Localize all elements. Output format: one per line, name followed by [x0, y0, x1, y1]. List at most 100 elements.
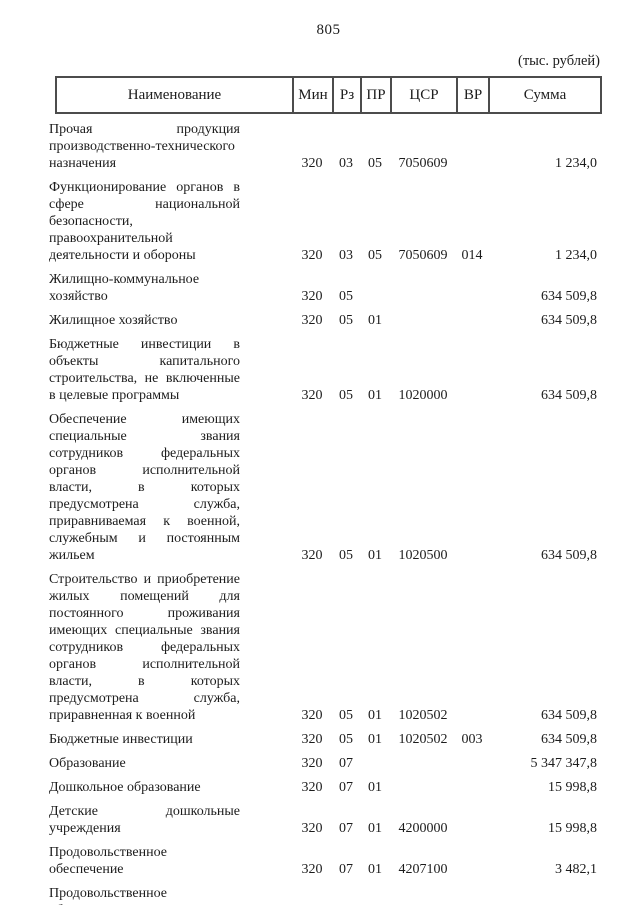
table-row: Образование 320 07 5 347 347,8: [49, 748, 602, 772]
cell-name: Дошкольное образование: [49, 780, 201, 795]
cell-rz: 07: [339, 821, 353, 836]
cell-sum: 634 509,8: [541, 289, 597, 304]
cell-csr: 4200000: [398, 821, 448, 836]
cell-rz: 05: [339, 388, 353, 403]
cell-min: 320: [301, 289, 323, 304]
cell-pr: 01: [368, 732, 382, 747]
cell-sum: 3 482,1: [555, 862, 597, 877]
cell-vr: 003: [461, 732, 483, 747]
cell-vr: [456, 564, 488, 724]
budget-table: Прочая продукция производственно-техниче…: [49, 114, 602, 905]
cell-name: Бюджетные инвестиции в объекты капитальн…: [49, 337, 240, 403]
header-cell-name: Наименование: [57, 78, 294, 112]
cell-pr: 01: [368, 313, 382, 328]
cell-csr: [390, 748, 456, 772]
table-row: Обеспечение имеющих специальные звания с…: [49, 404, 602, 564]
table-row: Жилищное хозяйство 320 05 01 634 509,8: [49, 305, 602, 329]
cell-pr: [360, 748, 390, 772]
header-cell-vr: ВР: [458, 78, 490, 112]
cell-rz: 05: [339, 313, 353, 328]
cell-min: 320: [301, 388, 323, 403]
cell-name: Продовольственное обеспечение в рамках г…: [49, 886, 240, 905]
cell-vr: [456, 796, 488, 837]
cell-csr: 1020502: [398, 708, 448, 723]
cell-sum: 634 509,8: [541, 313, 597, 328]
cell-sum: 634 509,8: [541, 732, 597, 747]
cell-sum: 634 509,8: [541, 388, 597, 403]
cell-min: 320: [301, 732, 323, 747]
table-row: Жилищно-коммунальное хозяйство 320 05 63…: [49, 264, 602, 305]
cell-min: 320: [301, 548, 323, 563]
cell-pr: 05: [368, 156, 382, 171]
cell-name: Обеспечение имеющих специальные звания с…: [49, 412, 240, 563]
header-cell-csr: ЦСР: [392, 78, 458, 112]
cell-csr: 7050609: [398, 248, 448, 263]
cell-pr: 01: [360, 878, 390, 905]
cell-name: Образование: [49, 756, 126, 771]
cell-vr: [456, 748, 488, 772]
cell-name: Функционирование органов в сфере национа…: [49, 180, 240, 263]
header-cell-rz: Рз: [334, 78, 362, 112]
header-cell-min: Мин: [294, 78, 334, 112]
cell-vr: [456, 329, 488, 404]
cell-pr: 01: [368, 548, 382, 563]
table-body: Прочая продукция производственно-техниче…: [49, 114, 602, 905]
cell-rz: 05: [339, 708, 353, 723]
cell-csr: 4207100: [398, 862, 448, 877]
header-cell-pr: ПР: [362, 78, 392, 112]
table-row: Продовольственное обеспечение 320 07 01 …: [49, 837, 602, 878]
cell-min: 320: [301, 708, 323, 723]
cell-vr: [456, 404, 488, 564]
cell-rz: 03: [339, 156, 353, 171]
cell-rz: 05: [339, 289, 353, 304]
cell-pr: 01: [368, 780, 382, 795]
cell-vr: [456, 878, 488, 905]
cell-rz: 05: [339, 732, 353, 747]
cell-pr: 01: [368, 708, 382, 723]
cell-name: Прочая продукция производственно-техниче…: [49, 122, 240, 171]
cell-min: 320: [301, 756, 323, 771]
table-row: Продовольственное обеспечение в рамках г…: [49, 878, 602, 905]
cell-pr: 01: [368, 388, 382, 403]
cell-rz: 07: [339, 780, 353, 795]
cell-vr: [456, 837, 488, 878]
cell-sum: 15 998,8: [548, 780, 597, 795]
cell-vr: [456, 772, 488, 796]
cell-csr: 4207101: [390, 878, 456, 905]
cell-pr: 01: [368, 862, 382, 877]
page-number: 805: [316, 22, 341, 38]
cell-min: 320: [301, 313, 323, 328]
cell-vr: [456, 305, 488, 329]
table-row: Бюджетные инвестиции в объекты капитальн…: [49, 329, 602, 404]
cell-name: Строительство и приобретение жилых помещ…: [49, 572, 240, 723]
cell-rz: 03: [339, 248, 353, 263]
cell-min: 320: [301, 156, 323, 171]
cell-rz: 07: [339, 862, 353, 877]
cell-vr: [456, 264, 488, 305]
cell-min: 320: [301, 780, 323, 795]
cell-pr: [360, 264, 390, 305]
table-row: Прочая продукция производственно-техниче…: [49, 114, 602, 172]
table-row: Строительство и приобретение жилых помещ…: [49, 564, 602, 724]
cell-csr: [390, 264, 456, 305]
cell-sum: 1 234,0: [555, 156, 597, 171]
cell-sum: 634 509,8: [541, 548, 597, 563]
cell-sum: 3 482,1: [488, 878, 602, 905]
cell-pr: 05: [368, 248, 382, 263]
cell-name: Жилищно-коммунальное хозяйство: [49, 272, 200, 304]
cell-vr: [456, 114, 488, 172]
cell-rz: 07: [339, 756, 353, 771]
cell-rz: 05: [339, 548, 353, 563]
cell-csr: 1020000: [398, 388, 448, 403]
cell-name: Продовольственное обеспечение: [49, 845, 167, 877]
header-cell-sum: Сумма: [523, 86, 567, 103]
cell-sum: 5 347 347,8: [530, 756, 598, 771]
table-row: Детские дошкольные учреждения 320 07 01 …: [49, 796, 602, 837]
cell-name: Детские дошкольные учреждения: [49, 804, 240, 836]
cell-csr: [390, 772, 456, 796]
cell-vr: 014: [461, 248, 483, 263]
table-row: Функционирование органов в сфере национа…: [49, 172, 602, 264]
cell-name: Жилищное хозяйство: [49, 313, 178, 328]
cell-min: 320: [301, 821, 323, 836]
